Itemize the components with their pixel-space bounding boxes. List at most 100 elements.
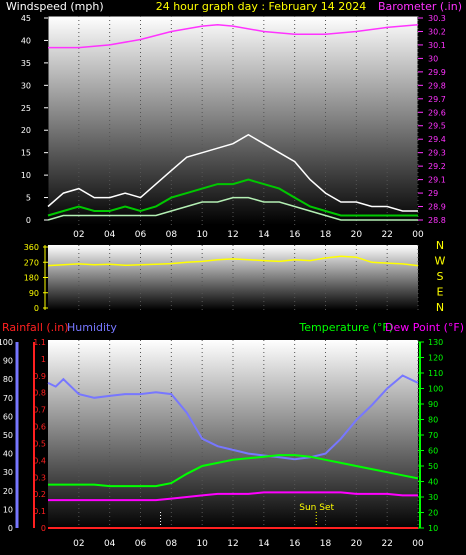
wind-x-tick-label: 00 [412, 230, 424, 240]
humidity-line [47, 374, 419, 461]
rainfall-y-tick-label: 0.8 [33, 389, 46, 398]
temperature-ticks: 10 20 30 40 50 60 70 80 90 100 110 120 130 [418, 338, 443, 533]
barometer-y-tick-label: 30 [428, 54, 438, 63]
barometer-y-tick-label: 30.1 [428, 41, 446, 50]
temperature-y-tick-label: 90 [428, 400, 438, 409]
dew-point-label: Dew Point (°F) [385, 321, 464, 334]
gust-line [47, 133, 418, 212]
humidity-y-tick-label: 80 [3, 375, 13, 384]
humidity-y-tick-label: 0 [8, 524, 13, 533]
temperature-x-tick-label: 02 [73, 539, 84, 549]
barometer-y-tick-label: 29.8 [428, 81, 446, 90]
wind-y-tick-label: 35 [21, 59, 31, 68]
direction-x-grid [78, 245, 419, 310]
wind-x-tick-label: 16 [289, 230, 301, 240]
temperature-x-tick-label: 22 [381, 539, 392, 549]
humidity-y-tick-label: 60 [3, 412, 13, 421]
direction-y-tick-label: 0 [34, 304, 39, 313]
wind-y-tick-label: 20 [21, 126, 31, 135]
temperature-y-tick-label: 30 [428, 493, 438, 502]
wind-x-ticks: 02 04 06 08 10 12 14 16 18 20 22 00 [73, 230, 424, 240]
temperature-x-tick-label: 06 [135, 539, 147, 549]
wind-x-tick-label: 08 [166, 230, 178, 240]
wind-y-tick-label: 25 [21, 104, 31, 113]
wind-panel: 0 5 10 15 20 25 30 35 40 45 28.8 28.9 29 29.1 29.2 29.… [21, 14, 446, 240]
direction-y-tick-label: 360 [24, 243, 39, 252]
wind-x-tick-label: 04 [104, 230, 116, 240]
wind-series [47, 23, 419, 221]
barometer-y-tick-label: 30.2 [428, 27, 446, 36]
humidity-y-tick-label: 40 [3, 450, 13, 459]
barometer-y-tick-label: 30.3 [428, 14, 446, 23]
humidity-ticks: 0 10 20 30 40 50 60 70 80 90 100 [0, 338, 13, 533]
temperature-y-tick-label: 130 [428, 338, 443, 347]
direction-line [47, 255, 419, 267]
wind-y-tick-label: 0 [26, 216, 31, 225]
wind-x-tick-label: 06 [135, 230, 147, 240]
wind-x-grid [78, 16, 419, 225]
compass-label: S [437, 270, 444, 283]
temperature-y-tick-label: 20 [428, 509, 438, 518]
temperature-x-tick-label: 12 [227, 539, 238, 549]
rainfall-y-tick-label: 0.6 [33, 423, 46, 432]
rainfall-y-tick-label: 0.1 [33, 507, 46, 516]
barometer-y-tick-label: 29.1 [428, 176, 446, 185]
rainfall-y-tick-label: 0.4 [33, 456, 46, 465]
barometer-y-tick-label: 29.5 [428, 122, 446, 131]
temperature-series [47, 374, 419, 529]
humidity-y-tick-label: 50 [3, 431, 13, 440]
compass-label: W [435, 255, 446, 268]
humidity-y-tick-label: 70 [3, 394, 13, 403]
humidity-y-tick-label: 100 [0, 338, 13, 347]
windspeed-label: Windspeed (mph) [6, 0, 104, 13]
wind-y-tick-label: 45 [21, 14, 31, 23]
barometer-y-tick-label: 28.9 [428, 203, 446, 212]
barometer-y-tick-label: 29.9 [428, 68, 446, 77]
barometer-y-tick-label: 29.6 [428, 108, 446, 117]
humidity-y-tick-label: 30 [3, 468, 13, 477]
wind-left-ticks: 0 5 10 15 20 25 30 35 40 45 [21, 14, 48, 225]
direction-left-ticks: 0 90 180 270 360 [24, 243, 48, 313]
temperature-x-tick-label: 00 [412, 539, 424, 549]
wind-average-line [47, 178, 418, 217]
rainfall-y-tick-label: 0.9 [33, 372, 46, 381]
humidity-y-tick-label: 90 [3, 357, 13, 366]
barometer-y-tick-label: 29.4 [428, 135, 446, 144]
temperature-y-tick-label: 80 [428, 416, 438, 425]
direction-y-tick-label: 180 [24, 274, 39, 283]
temperature-line [48, 454, 419, 488]
wind-x-tick-label: 22 [381, 230, 392, 240]
rainfall-label: Rainfall (.in) [2, 321, 69, 334]
barometer-right-ticks: 28.8 28.9 29 29.1 29.2 29.3 29.4 29.5 29.6 29.7 29… [418, 14, 446, 225]
rainfall-y-tick-label: 0.7 [33, 406, 46, 415]
wind-x-tick-label: 12 [227, 230, 238, 240]
temperature-y-tick-label: 100 [428, 385, 443, 394]
sunset-label: Sun Set [299, 503, 334, 513]
rainfall-y-tick-label: 1 [41, 355, 46, 364]
direction-series [47, 255, 419, 267]
rainfall-ticks: 0 0.1 0.2 0.3 0.4 0.5 0.6 0.7 0.8 0.9 1 1.1 [33, 338, 46, 533]
compass-label: E [437, 286, 444, 299]
barometer-y-tick-label: 28.8 [428, 216, 446, 225]
wind-x-tick-label: 18 [320, 230, 332, 240]
temperature-x-tick-label: 10 [196, 539, 208, 549]
wind-y-tick-label: 30 [21, 81, 31, 90]
temperature-y-tick-label: 50 [428, 462, 438, 471]
temperature-x-tick-label: 18 [320, 539, 332, 549]
temperature-y-tick-label: 40 [428, 478, 438, 487]
direction-y-tick-label: 90 [29, 289, 39, 298]
wind-x-tick-label: 14 [258, 230, 270, 240]
temperature-y-tick-label: 70 [428, 431, 438, 440]
temperature-x-ticks: 02 04 06 08 10 12 14 16 18 20 22 00 [73, 539, 424, 549]
chart-title: 24 hour graph day : February 14 2024 [156, 0, 367, 13]
rainfall-y-tick-label: 0.5 [33, 439, 46, 448]
wind-y-tick-label: 15 [21, 149, 31, 158]
humidity-label: Humidity [67, 321, 117, 334]
temperature-x-tick-label: 08 [166, 539, 178, 549]
barometer-y-tick-label: 29.3 [428, 149, 446, 158]
rainfall-y-tick-label: 0 [41, 524, 46, 533]
